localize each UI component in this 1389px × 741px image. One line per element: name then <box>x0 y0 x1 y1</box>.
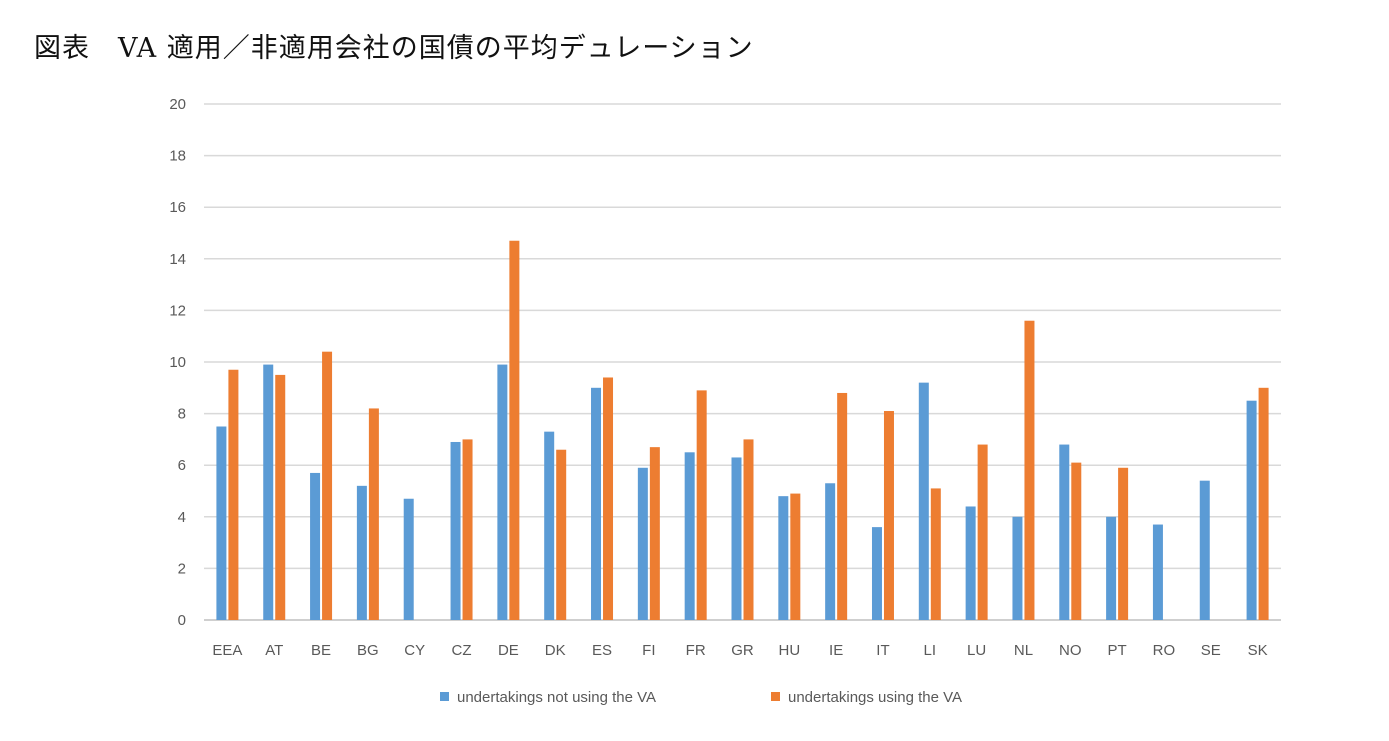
y-tick-label: 4 <box>178 509 186 526</box>
bar-not-using-va <box>310 472 321 620</box>
bar-not-using-va <box>871 527 882 620</box>
x-tick-label: PT <box>1108 642 1127 659</box>
x-tick-label: DK <box>545 642 566 659</box>
x-tick-label: LI <box>924 642 937 659</box>
bar-using-va <box>322 351 333 620</box>
x-tick-label: HU <box>778 642 800 659</box>
bar-not-using-va <box>591 387 602 620</box>
bar-not-using-va <box>497 364 508 620</box>
y-axis-ticks: 0 2 4 6 8 10 12 14 16 18 20 <box>169 96 186 629</box>
bar-not-using-va <box>731 457 742 620</box>
x-tick-label: LU <box>967 642 986 659</box>
chart-title: 図表 VA 適用／非適用会社の国債の平均デュレーション <box>34 33 754 64</box>
x-tick-label: ES <box>592 642 612 659</box>
bar-not-using-va <box>1012 516 1023 620</box>
y-tick-label: 2 <box>178 560 186 577</box>
bar-using-va <box>556 449 567 620</box>
bars <box>216 240 1269 621</box>
bar-using-va <box>462 439 473 620</box>
bar-using-va <box>1024 320 1035 620</box>
legend-swatch <box>440 692 449 701</box>
bar-using-va <box>977 444 988 620</box>
x-tick-label: FI <box>642 642 655 659</box>
bar-using-va <box>1071 462 1082 620</box>
bar-not-using-va <box>965 506 976 620</box>
x-tick-label: SK <box>1248 642 1268 659</box>
y-tick-label: 12 <box>169 302 186 319</box>
bar-using-va <box>228 369 239 620</box>
y-tick-label: 16 <box>169 199 186 216</box>
x-tick-label: SE <box>1201 642 1221 659</box>
bar-not-using-va <box>684 452 695 620</box>
x-tick-label: GR <box>731 642 754 659</box>
bar-using-va <box>883 411 894 620</box>
x-tick-label: IE <box>829 642 843 659</box>
bar-using-va <box>930 488 941 620</box>
y-tick-label: 10 <box>169 354 186 371</box>
bar-not-using-va <box>544 431 555 620</box>
bar-using-va <box>649 447 660 620</box>
y-tick-label: 8 <box>178 406 186 423</box>
bar-using-va <box>368 408 379 620</box>
x-tick-label: FR <box>686 642 706 659</box>
gridlines <box>204 103 1281 621</box>
x-tick-label: BE <box>311 642 331 659</box>
bar-using-va <box>790 493 801 620</box>
legend-label: undertakings using the VA <box>788 689 962 706</box>
bar-not-using-va <box>918 382 929 620</box>
bar-using-va <box>1118 467 1129 620</box>
x-tick-label: NO <box>1059 642 1082 659</box>
bar-not-using-va <box>1106 516 1117 620</box>
x-tick-label: BG <box>357 642 379 659</box>
bar-not-using-va <box>778 496 789 620</box>
x-tick-label: AT <box>265 642 283 659</box>
bar-not-using-va <box>216 426 227 620</box>
legend-swatch <box>771 692 780 701</box>
bar-using-va <box>509 240 520 621</box>
bar-not-using-va <box>637 467 648 620</box>
y-tick-label: 20 <box>169 96 186 113</box>
x-tick-label: IT <box>876 642 889 659</box>
x-axis-ticks: EEA AT BE BG CY CZ DE DK ES FI FR GR HU IE IT LI LU NL NO P… <box>212 642 1267 659</box>
legend: undertakings not using the VA undertaking… <box>440 689 962 706</box>
bar-using-va <box>743 439 754 620</box>
bar-not-using-va <box>263 364 274 620</box>
x-tick-label: DE <box>498 642 519 659</box>
bar-using-va <box>1258 387 1269 620</box>
y-tick-label: 0 <box>178 612 186 629</box>
y-tick-label: 6 <box>178 457 186 474</box>
bar-not-using-va <box>1246 400 1257 620</box>
x-tick-label: NL <box>1014 642 1033 659</box>
y-tick-label: 14 <box>169 251 186 268</box>
x-tick-label: CZ <box>452 642 472 659</box>
legend-label: undertakings not using the VA <box>457 689 656 706</box>
bar-using-va <box>837 392 848 620</box>
bar-using-va <box>696 390 707 620</box>
bar-not-using-va <box>450 441 461 620</box>
bar-not-using-va <box>1059 444 1070 620</box>
bar-using-va <box>275 374 286 620</box>
bar-not-using-va <box>1152 524 1163 620</box>
bar-not-using-va <box>356 485 367 620</box>
x-tick-label: CY <box>404 642 425 659</box>
y-tick-label: 18 <box>169 148 186 165</box>
bar-not-using-va <box>403 498 414 620</box>
x-tick-label: EEA <box>212 642 242 659</box>
bar-using-va <box>603 377 614 620</box>
bar-not-using-va <box>1199 480 1210 620</box>
x-tick-label: RO <box>1153 642 1176 659</box>
bar-not-using-va <box>825 483 836 620</box>
